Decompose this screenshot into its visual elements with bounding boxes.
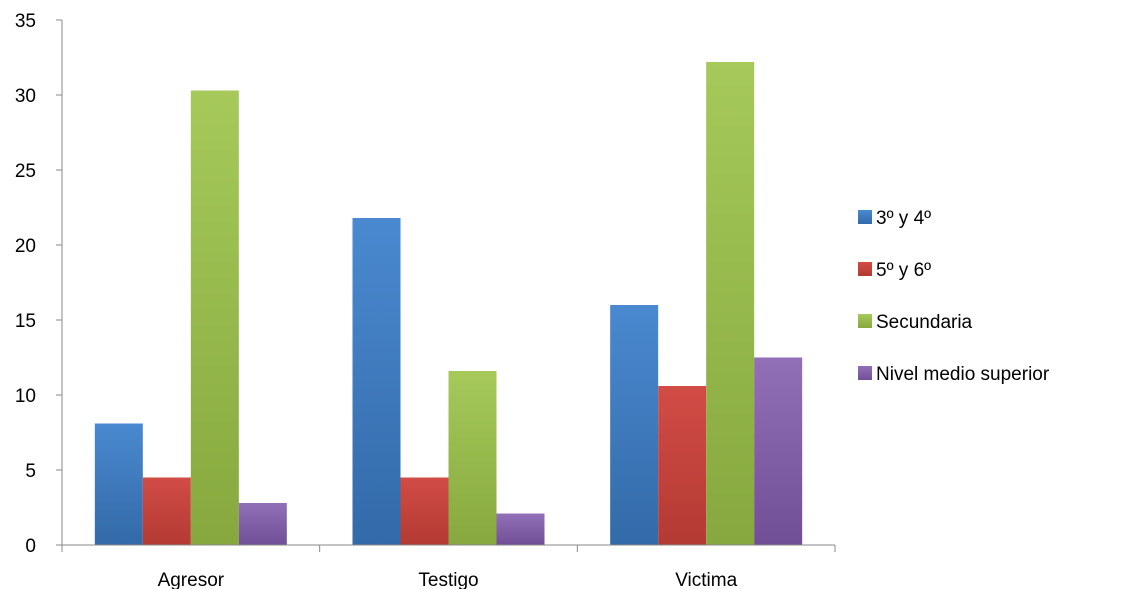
x-tick-label: Agresor bbox=[158, 570, 225, 589]
bar-agresor-series-1 bbox=[94, 423, 143, 545]
y-tick-label: 5 bbox=[25, 461, 36, 482]
y-tick-label: 0 bbox=[25, 536, 36, 557]
y-tick-label: 30 bbox=[15, 86, 36, 107]
y-tick-label: 20 bbox=[15, 236, 36, 257]
x-axis-ticks: Agresor Testigo Victima bbox=[61, 545, 836, 589]
bar-testigo-series-2 bbox=[400, 477, 449, 545]
y-tick-label: 25 bbox=[15, 161, 36, 182]
bar-agresor-series-2 bbox=[142, 477, 191, 545]
legend-swatch bbox=[858, 262, 872, 276]
bar-testigo-series-3 bbox=[448, 371, 497, 545]
bars-layer bbox=[94, 62, 803, 545]
legend-swatch bbox=[858, 366, 872, 380]
y-tick-label: 15 bbox=[15, 311, 36, 332]
x-tick-label: Victima bbox=[675, 570, 737, 589]
axes-layer bbox=[61, 20, 835, 546]
legend-label: Nivel medio superior bbox=[876, 364, 1050, 385]
legend-label: 3º y 4º bbox=[876, 208, 931, 229]
legend-label: Secundaria bbox=[876, 312, 973, 333]
legend-swatch bbox=[858, 314, 872, 328]
legend: 3º y 4º 5º y 6º Secundaria Nivel medio supe… bbox=[858, 208, 1050, 385]
legend-label: 5º y 6º bbox=[876, 260, 931, 281]
x-tick-label: Testigo bbox=[418, 570, 478, 589]
y-tick-label: 10 bbox=[15, 386, 36, 407]
bar-testigo-series-1 bbox=[352, 218, 401, 545]
bar-agresor-series-4 bbox=[238, 503, 287, 545]
legend-swatch bbox=[858, 210, 872, 224]
bar-victima-series-4 bbox=[754, 357, 803, 545]
bar-victima-series-3 bbox=[706, 62, 755, 545]
bar-agresor-series-3 bbox=[190, 90, 239, 545]
y-axis-ticks: 0 5 10 15 20 25 30 35 bbox=[15, 11, 62, 557]
bar-testigo-series-4 bbox=[496, 513, 545, 545]
y-tick-label: 35 bbox=[15, 11, 36, 32]
bar-victima-series-2 bbox=[658, 386, 707, 545]
bar-victima-series-1 bbox=[610, 305, 659, 545]
